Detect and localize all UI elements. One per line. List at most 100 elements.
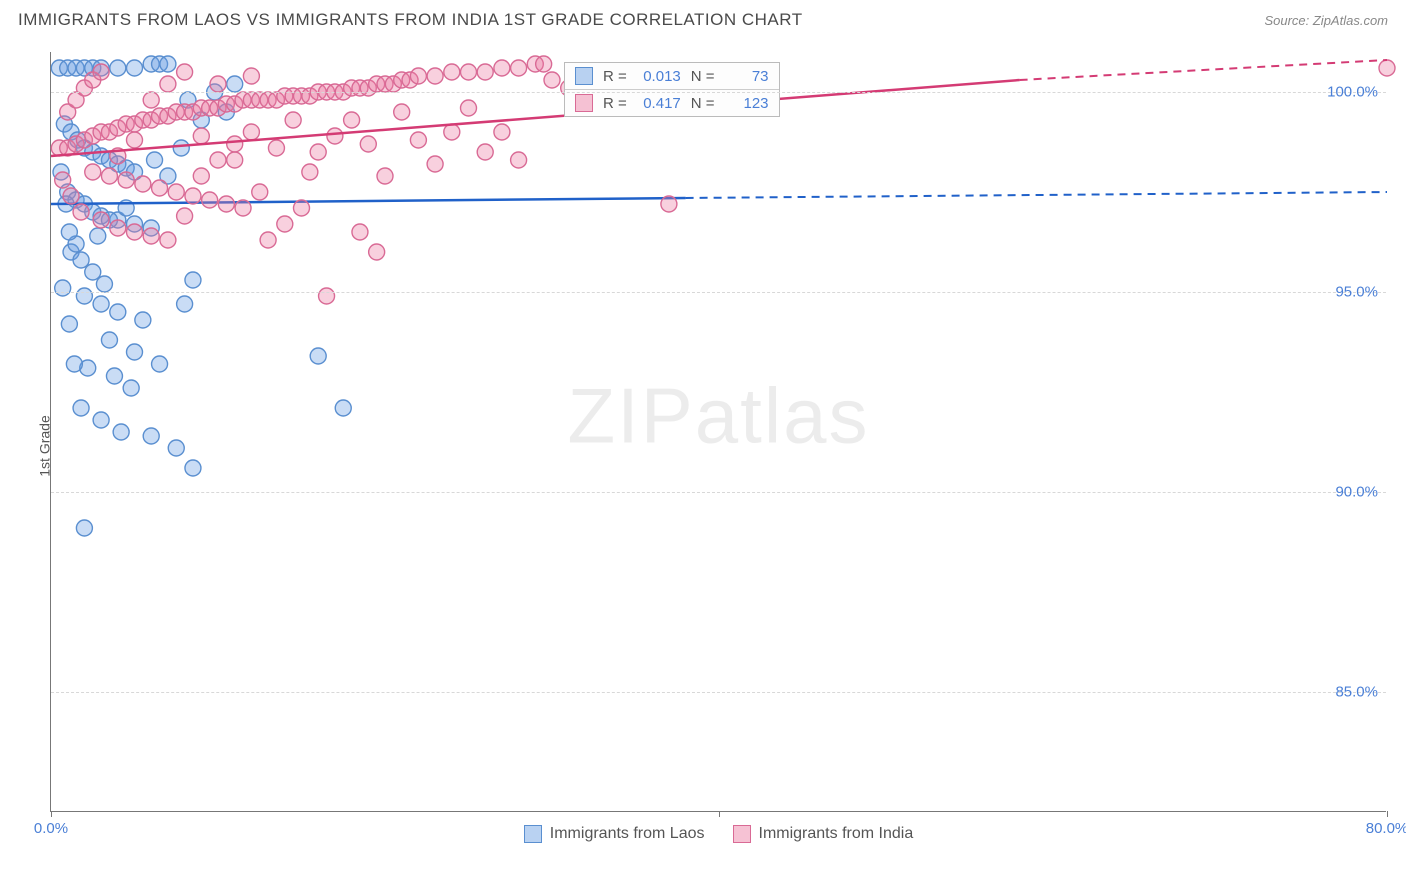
x-tick <box>719 811 720 817</box>
scatter-point <box>235 200 251 216</box>
scatter-point <box>127 132 143 148</box>
scatter-point <box>218 196 234 212</box>
scatter-point <box>210 152 226 168</box>
gridline <box>51 92 1386 93</box>
scatter-point <box>461 100 477 116</box>
scatter-point <box>93 64 109 80</box>
scatter-point <box>427 156 443 172</box>
scatter-point <box>160 76 176 92</box>
bottom-legend-label-0: Immigrants from Laos <box>550 825 705 843</box>
scatter-point <box>173 140 189 156</box>
scatter-point <box>185 460 201 476</box>
x-tick <box>1387 811 1388 817</box>
scatter-point <box>73 204 89 220</box>
scatter-point <box>661 196 677 212</box>
scatter-point <box>113 424 129 440</box>
scatter-point <box>135 312 151 328</box>
scatter-point <box>202 192 218 208</box>
scatter-point <box>1379 60 1395 76</box>
scatter-point <box>127 224 143 240</box>
scatter-point <box>461 64 477 80</box>
scatter-point <box>85 264 101 280</box>
scatter-point <box>143 92 159 108</box>
bottom-legend-swatch-0 <box>524 825 542 843</box>
legend-r-value-0: 0.013 <box>635 68 681 85</box>
scatter-point <box>101 168 117 184</box>
legend-stats-row-1: R = 0.417 N = 123 <box>565 90 779 116</box>
scatter-point <box>477 64 493 80</box>
scatter-point <box>310 348 326 364</box>
scatter-point <box>90 228 106 244</box>
scatter-point <box>127 344 143 360</box>
scatter-point <box>101 332 117 348</box>
scatter-point <box>73 252 89 268</box>
legend-r-value-1: 0.417 <box>635 95 681 112</box>
scatter-point <box>360 136 376 152</box>
scatter-point <box>76 520 92 536</box>
scatter-point <box>168 440 184 456</box>
scatter-point <box>118 172 134 188</box>
legend-swatch-0 <box>575 67 593 85</box>
y-tick-label: 95.0% <box>1335 284 1378 301</box>
scatter-point <box>410 68 426 84</box>
scatter-point <box>444 64 460 80</box>
scatter-point <box>96 276 112 292</box>
scatter-point <box>319 288 335 304</box>
chart-header: IMMIGRANTS FROM LAOS VS IMMIGRANTS FROM … <box>0 0 1406 36</box>
scatter-point <box>268 140 284 156</box>
scatter-point <box>73 400 89 416</box>
scatter-point <box>394 104 410 120</box>
scatter-point <box>123 380 139 396</box>
scatter-point <box>227 152 243 168</box>
scatter-point <box>285 112 301 128</box>
scatter-point <box>243 124 259 140</box>
scatter-point <box>110 304 126 320</box>
scatter-point <box>260 232 276 248</box>
scatter-point <box>177 296 193 312</box>
scatter-point <box>335 400 351 416</box>
scatter-point <box>152 356 168 372</box>
scatter-point <box>310 144 326 160</box>
legend-n-value-1: 123 <box>723 95 769 112</box>
scatter-point <box>160 232 176 248</box>
scatter-point <box>377 168 393 184</box>
scatter-point <box>55 280 71 296</box>
scatter-point <box>185 272 201 288</box>
scatter-point <box>76 288 92 304</box>
scatter-point <box>252 184 268 200</box>
trend-line-dashed <box>686 192 1387 198</box>
gridline <box>51 692 1386 693</box>
trend-line-solid <box>51 198 686 204</box>
scatter-point <box>410 132 426 148</box>
scatter-point <box>352 224 368 240</box>
chart-source: Source: ZipAtlas.com <box>1264 13 1388 28</box>
y-tick-label: 100.0% <box>1327 84 1378 101</box>
legend-swatch-1 <box>575 94 593 112</box>
x-tick-label: 0.0% <box>34 820 68 837</box>
scatter-point <box>147 152 163 168</box>
legend-n-label-0: N = <box>691 68 715 85</box>
chart-title: IMMIGRANTS FROM LAOS VS IMMIGRANTS FROM … <box>18 10 803 30</box>
scatter-point <box>227 76 243 92</box>
scatter-point <box>177 64 193 80</box>
legend-n-label-1: N = <box>691 95 715 112</box>
scatter-point <box>127 60 143 76</box>
scatter-point <box>177 208 193 224</box>
bottom-legend-label-1: Immigrants from India <box>759 825 914 843</box>
scatter-point <box>135 176 151 192</box>
gridline <box>51 492 1386 493</box>
scatter-point <box>168 184 184 200</box>
bottom-legend: Immigrants from Laos Immigrants from Ind… <box>51 825 1386 843</box>
scatter-point <box>536 56 552 72</box>
scatter-point <box>227 136 243 152</box>
scatter-point <box>85 164 101 180</box>
scatter-point <box>160 56 176 72</box>
scatter-point <box>369 244 385 260</box>
bottom-legend-item-1: Immigrants from India <box>733 825 914 843</box>
y-tick-label: 90.0% <box>1335 484 1378 501</box>
scatter-point <box>93 212 109 228</box>
scatter-point <box>152 180 168 196</box>
scatter-point <box>511 60 527 76</box>
scatter-point <box>63 188 79 204</box>
scatter-point <box>277 216 293 232</box>
